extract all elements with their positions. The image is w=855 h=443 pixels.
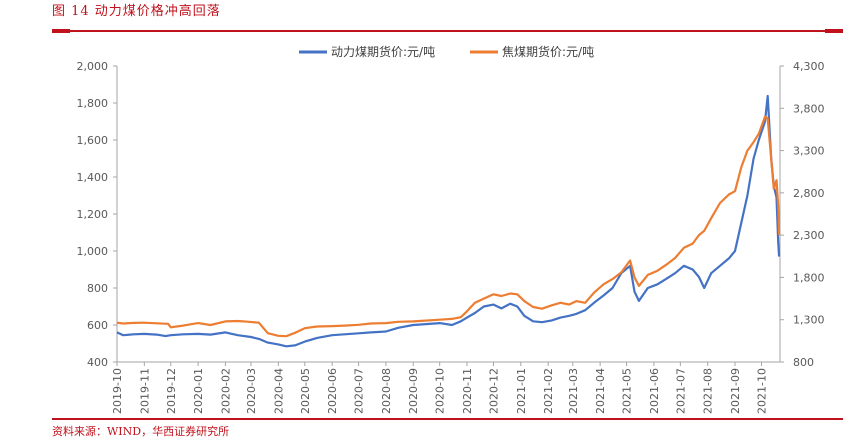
left-tick-label: 2,000 xyxy=(77,60,109,73)
x-tick-label: 2020-09 xyxy=(407,368,420,414)
source-note: 资料来源：WIND，华西证券研究所 xyxy=(52,425,230,438)
x-tick-label: 2021-07 xyxy=(674,368,687,414)
x-tick-label: 2020-04 xyxy=(272,368,285,414)
x-tick-label: 2021-08 xyxy=(702,368,715,414)
left-tick-label: 1,200 xyxy=(77,208,109,221)
x-tick-label: 2021-02 xyxy=(542,368,555,414)
chart-legend: 动力煤期货价:元/吨 焦煤期货价:元/吨 xyxy=(299,44,594,59)
x-tick-label: 2020-07 xyxy=(353,368,366,414)
thermal-coal-series-line xyxy=(116,94,781,348)
footer-rule xyxy=(52,418,843,420)
left-tick-label: 1,800 xyxy=(77,97,109,110)
left-tick-label: 1,400 xyxy=(77,171,109,184)
right-tick-label: 2,800 xyxy=(793,187,825,200)
x-tick-label: 2020-05 xyxy=(299,368,312,414)
right-tick-label: 2,300 xyxy=(793,229,825,242)
left-tick-label: 1,000 xyxy=(77,245,109,258)
right-tick-label: 3,300 xyxy=(793,145,825,158)
x-tick-label: 2019-10 xyxy=(111,368,124,414)
right-tick-label: 800 xyxy=(793,356,814,369)
chart-series xyxy=(116,94,781,348)
figure-title: 图 14 动力煤价格冲高回落 xyxy=(52,4,221,19)
x-tick-label: 2021-09 xyxy=(729,368,742,414)
right-tick-label: 4,300 xyxy=(793,60,825,73)
coking-coal-series-line xyxy=(116,115,781,338)
left-tick-label: 400 xyxy=(87,356,108,369)
x-tick-label: 2020-03 xyxy=(245,368,258,414)
legend-label: 焦煤期货价:元/吨 xyxy=(502,44,594,59)
x-tick-label: 2021-03 xyxy=(567,368,580,414)
chart-axes xyxy=(113,65,784,366)
x-tick-label: 2019-11 xyxy=(138,368,151,414)
left-tick-label: 1,600 xyxy=(77,134,109,147)
x-tick-label: 2021-04 xyxy=(594,368,607,414)
right-tick-label: 3,800 xyxy=(793,102,825,115)
header-rule-cap-right xyxy=(825,29,843,33)
legend-label: 动力煤期货价:元/吨 xyxy=(331,44,435,59)
right-tick-label: 1,800 xyxy=(793,271,825,284)
x-tick-label: 2020-11 xyxy=(461,368,474,414)
x-tick-label: 2021-06 xyxy=(648,368,661,414)
x-tick-label: 2020-06 xyxy=(326,368,339,414)
x-tick-label: 2020-08 xyxy=(380,368,393,414)
x-tick-label: 2021-10 xyxy=(755,368,768,414)
x-tick-label: 2020-10 xyxy=(434,368,447,414)
x-tick-label: 2019-12 xyxy=(165,368,178,414)
x-tick-label: 2021-01 xyxy=(515,368,528,414)
x-tick-label: 2020-12 xyxy=(487,368,500,414)
header-rule xyxy=(52,30,843,32)
x-tick-label: 2020-01 xyxy=(192,368,205,414)
right-tick-label: 1,300 xyxy=(793,314,825,327)
x-tick-label: 2021-05 xyxy=(621,368,634,414)
x-tick-label: 2020-02 xyxy=(219,368,232,414)
left-tick-label: 800 xyxy=(87,282,108,295)
chart-ticks: 400 600 800 1,000 1,200 1,400 1,600 1,800 2,000 8… xyxy=(77,60,825,414)
left-tick-label: 600 xyxy=(87,319,108,332)
